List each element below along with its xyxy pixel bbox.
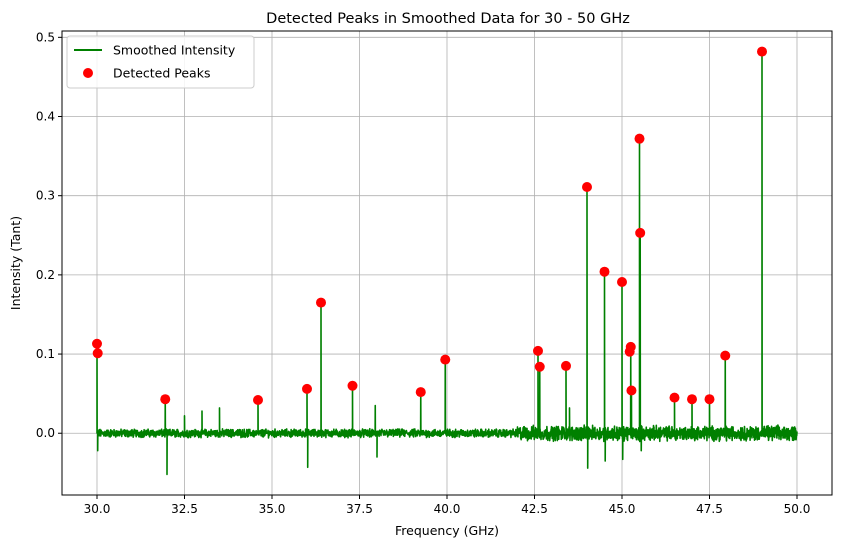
peak-point bbox=[626, 385, 637, 396]
peak-point bbox=[582, 181, 592, 192]
peak-point bbox=[635, 227, 646, 238]
peak-point bbox=[534, 361, 545, 372]
peak-point bbox=[757, 46, 767, 57]
x-tick-label: 37.5 bbox=[346, 502, 373, 516]
y-axis-label: Intensity (Tant) bbox=[8, 216, 23, 310]
legend-label-smoothed-intensity: Smoothed Intensity bbox=[113, 43, 236, 58]
peak-point bbox=[669, 392, 680, 403]
peak-point bbox=[704, 394, 715, 405]
legend: Smoothed Intensity Detected Peaks bbox=[66, 35, 255, 89]
legend-label-detected-peaks: Detected Peaks bbox=[113, 66, 210, 81]
x-tick-label: 35.0 bbox=[259, 502, 286, 516]
y-tick-label: 0.0 bbox=[36, 426, 55, 440]
peak-point bbox=[561, 360, 571, 371]
peak-point bbox=[415, 387, 426, 398]
x-axis-label: Frequency (GHz) bbox=[395, 523, 499, 538]
y-tick-label: 0.4 bbox=[36, 110, 55, 124]
y-axis: 0.0 0.1 0.2 0.3 0.4 0.5 bbox=[36, 30, 62, 440]
peak-point bbox=[160, 394, 171, 405]
peak-point bbox=[617, 277, 627, 288]
peak-point bbox=[687, 394, 697, 405]
legend-box bbox=[66, 35, 255, 89]
peak-point bbox=[347, 380, 358, 391]
peak-point bbox=[92, 338, 102, 349]
x-tick-label: 30.0 bbox=[84, 502, 111, 516]
peak-point bbox=[599, 266, 610, 277]
peak-point bbox=[720, 350, 731, 361]
x-tick-label: 45.0 bbox=[609, 502, 636, 516]
x-tick-label: 42.5 bbox=[521, 502, 548, 516]
y-tick-label: 0.3 bbox=[36, 189, 55, 203]
peak-point bbox=[253, 394, 263, 405]
series-detected-peaks bbox=[92, 46, 767, 405]
chart-title: Detected Peaks in Smoothed Data for 30 -… bbox=[266, 11, 630, 27]
peak-point bbox=[92, 348, 103, 359]
series-smoothed-intensity bbox=[96, 50, 798, 476]
peak-point bbox=[625, 341, 636, 352]
x-tick-label: 47.5 bbox=[696, 502, 723, 516]
legend-swatch-detected-peaks bbox=[83, 68, 93, 78]
peak-point bbox=[316, 297, 326, 308]
peak-point bbox=[634, 133, 645, 144]
peak-point bbox=[302, 383, 312, 394]
y-tick-label: 0.1 bbox=[36, 347, 55, 361]
x-tick-label: 40.0 bbox=[434, 502, 461, 516]
y-tick-label: 0.2 bbox=[36, 268, 55, 282]
peak-point bbox=[533, 345, 543, 356]
x-tick-label: 50.0 bbox=[784, 502, 811, 516]
peak-point bbox=[440, 354, 451, 365]
y-tick-label: 0.5 bbox=[36, 30, 55, 44]
x-axis: 30.0 32.5 35.0 37.5 40.0 42.5 45.0 47.5 50.0 bbox=[84, 495, 811, 516]
smoothed-intensity-line bbox=[96, 50, 798, 476]
x-tick-label: 32.5 bbox=[171, 502, 198, 516]
